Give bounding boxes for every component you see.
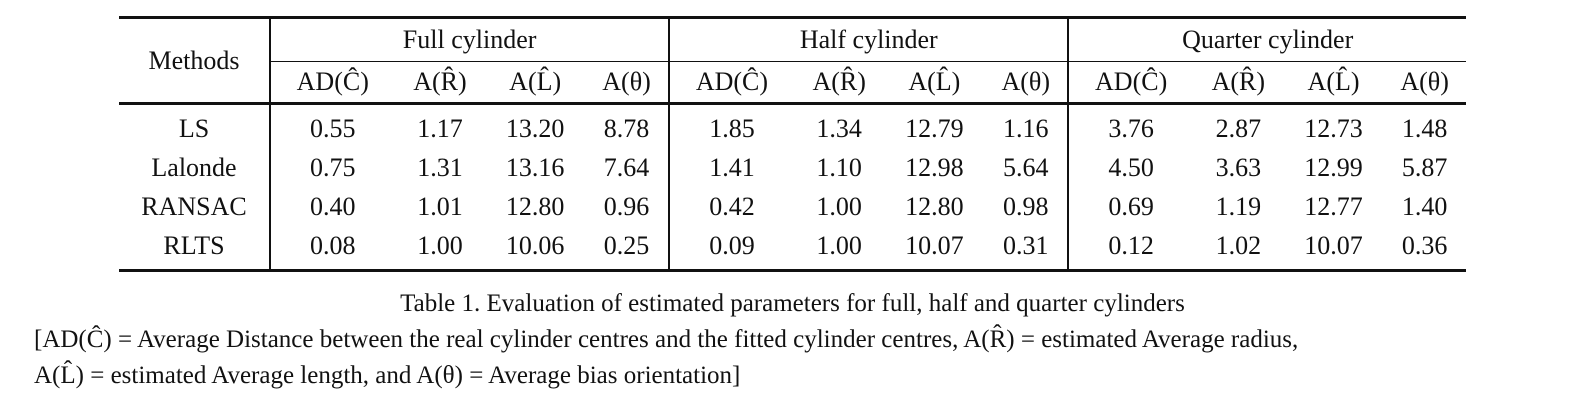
method-cell: LS	[178, 113, 210, 143]
sub-header-a-r: A(R̂)	[793, 61, 885, 105]
sub-header-a-l: A(L̂)	[884, 61, 985, 105]
sub-header-a-theta: A(θ)	[584, 61, 670, 105]
table-row: LS 0.55 1.17 13.20 8.78 1.85 1.34 12.79 1.16 3.76…	[119, 103, 1466, 148]
value-cell: 2.87	[1215, 113, 1262, 143]
value-cell: 1.34	[816, 113, 862, 143]
value-cell: 0.36	[1383, 226, 1466, 272]
value-cell: 5.64	[1002, 152, 1049, 182]
sub-header-a-r: A(R̂)	[394, 61, 486, 105]
value-cell: 10.06	[485, 226, 585, 272]
methods-header: Methods	[119, 16, 270, 105]
sub-header-row: AD(Ĉ) A(R̂) A(L̂) A(θ) AD(Ĉ) A(R̂) A(L̂)…	[119, 61, 1466, 105]
value-cell: 12.80	[905, 191, 964, 221]
value-cell: 1.02	[1192, 226, 1284, 272]
results-table: Methods Full cylinder Half cylinder Quar…	[119, 16, 1466, 272]
caption-note-line-2: A(L̂) = estimated Average length, and A(…	[34, 362, 741, 389]
value-cell: 1.17	[417, 113, 463, 143]
value-cell: 0.09	[668, 226, 794, 272]
group-header-quarter: Quarter cylinder	[1067, 16, 1466, 62]
caption-note-line-1: [AD(Ĉ) = Average Distance between the re…	[34, 326, 1299, 353]
value-cell: 0.55	[269, 103, 395, 148]
value-cell: 12.80	[505, 191, 565, 221]
table-row: RLTS 0.08 1.00 10.06 0.25 0.09 1.00 10.07 0.31 0.…	[119, 226, 1466, 272]
sub-header-a-theta: A(θ)	[984, 61, 1069, 105]
value-cell: 12.73	[1304, 113, 1363, 143]
value-cell: 1.16	[1002, 113, 1049, 143]
value-cell: 0.98	[1002, 191, 1049, 221]
value-cell: 12.79	[905, 113, 964, 143]
value-cell: 0.69	[1067, 187, 1193, 226]
sub-header-a-l: A(L̂)	[485, 61, 585, 105]
value-cell: 0.25	[584, 226, 670, 272]
value-cell: 1.01	[417, 191, 463, 221]
table-row: RANSAC 0.40 1.01 12.80 0.96 0.42 1.00 12.80 0.98…	[119, 187, 1466, 226]
group-header-row: Methods Full cylinder Half cylinder Quar…	[119, 16, 1466, 105]
value-cell: 0.08	[269, 226, 395, 272]
value-cell: 10.07	[1283, 226, 1384, 272]
value-cell: 0.42	[668, 187, 794, 226]
value-cell: 7.64	[603, 152, 650, 182]
method-cell: Lalonde	[151, 152, 237, 182]
value-cell: 1.19	[1215, 191, 1262, 221]
value-cell: 4.50	[1067, 148, 1193, 187]
sub-header-ad-c: AD(Ĉ)	[668, 61, 794, 105]
method-cell: RLTS	[119, 226, 270, 272]
value-cell: 1.40	[1401, 191, 1448, 221]
table-caption-title: Table 1. Evaluation of estimated paramet…	[400, 290, 1185, 317]
group-header-full: Full cylinder	[268, 16, 670, 62]
value-cell: 12.99	[1304, 152, 1363, 182]
value-cell: 12.77	[1304, 191, 1363, 221]
value-cell: 0.40	[269, 187, 395, 226]
value-cell: 5.87	[1401, 152, 1448, 182]
value-cell: 1.00	[816, 191, 862, 221]
value-cell: 0.31	[984, 226, 1069, 272]
group-header-half: Half cylinder	[668, 16, 1069, 62]
sub-header-ad-c: AD(Ĉ)	[269, 61, 395, 105]
value-cell: 1.00	[394, 226, 486, 272]
table-row: Lalonde 0.75 1.31 13.16 7.64 1.41 1.10 12.98 5.6…	[119, 148, 1466, 187]
value-cell: 13.16	[505, 152, 565, 182]
value-cell: 1.85	[668, 103, 794, 148]
value-cell: 0.96	[603, 191, 650, 221]
table-caption-note: [AD(Ĉ) = Average Distance between the re…	[34, 322, 1574, 394]
value-cell: 0.12	[1067, 226, 1193, 272]
sub-header-ad-c: AD(Ĉ)	[1067, 61, 1193, 105]
value-cell: 8.78	[603, 113, 650, 143]
value-cell: 12.98	[905, 152, 964, 182]
sub-header-a-l: A(L̂)	[1283, 61, 1384, 105]
value-cell: 0.75	[269, 148, 395, 187]
method-cell: RANSAC	[141, 191, 247, 221]
value-cell: 1.31	[417, 152, 463, 182]
sub-header-a-theta: A(θ)	[1383, 61, 1466, 105]
value-cell: 1.41	[668, 148, 794, 187]
value-cell: 10.07	[884, 226, 985, 272]
table-body: LS 0.55 1.17 13.20 8.78 1.85 1.34 12.79 1.16 3.76…	[119, 103, 1466, 272]
value-cell: 13.20	[505, 113, 565, 143]
value-cell: 1.48	[1401, 113, 1448, 143]
value-cell: 1.10	[816, 152, 862, 182]
value-cell: 3.63	[1215, 152, 1262, 182]
value-cell: 3.76	[1067, 103, 1193, 148]
sub-header-a-r: A(R̂)	[1192, 61, 1284, 105]
value-cell: 1.00	[793, 226, 885, 272]
